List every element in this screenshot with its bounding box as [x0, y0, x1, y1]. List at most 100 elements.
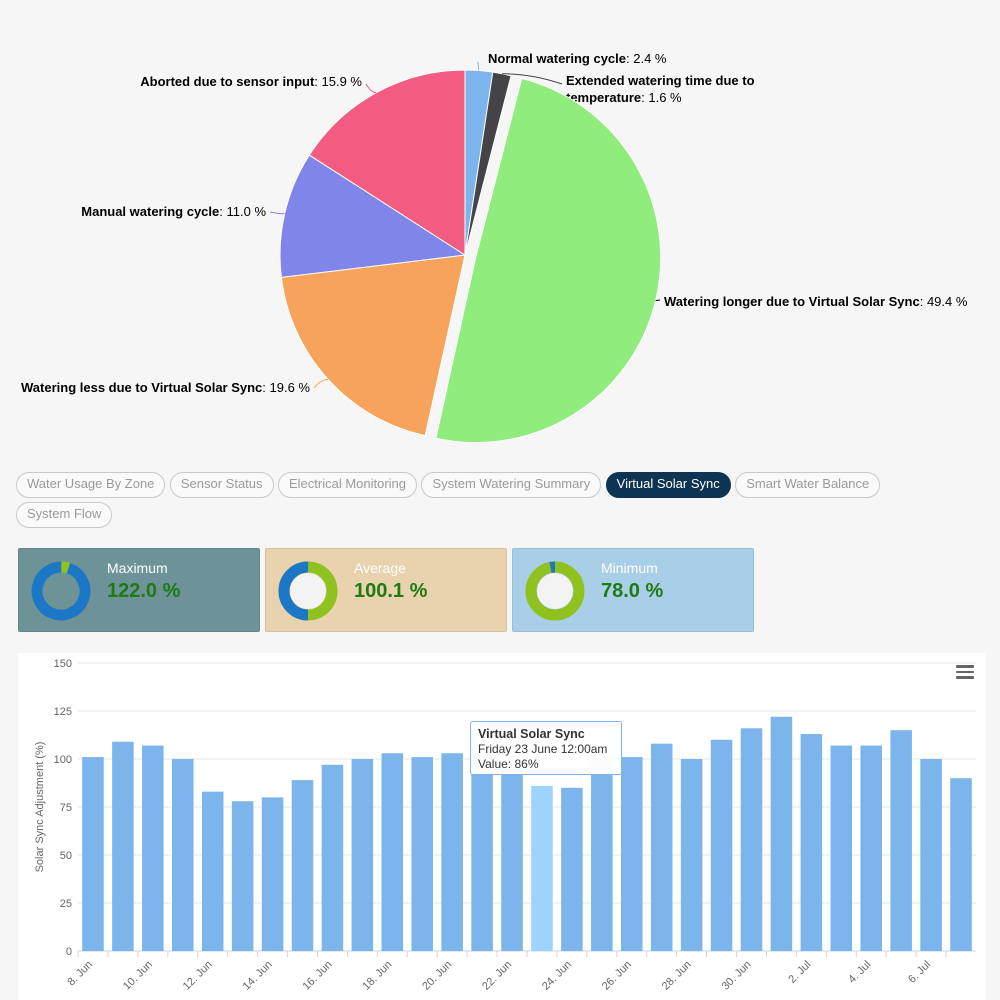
- y-tick-label: 150: [54, 658, 72, 670]
- maximum-donut-chart: [31, 561, 91, 621]
- bar[interactable]: [231, 801, 254, 951]
- bar[interactable]: [351, 759, 374, 951]
- pie-data-label: Manual watering cycle: 11.0 %: [81, 204, 266, 219]
- x-tick-label: 22. Jun: [480, 959, 514, 993]
- x-tick-label: 8. Jun: [65, 959, 95, 989]
- tab-sensor-status[interactable]: Sensor Status: [169, 472, 274, 498]
- pie-label-connector: [365, 83, 377, 94]
- bar[interactable]: [171, 759, 194, 951]
- tab-water-usage-by-zone[interactable]: Water Usage By Zone: [16, 472, 166, 498]
- y-tick-label: 50: [60, 850, 72, 862]
- pie-data-label: Aborted due to sensor input: 15.9 %: [140, 74, 362, 89]
- average-donut-chart: [278, 561, 338, 621]
- average-label: Average: [354, 560, 406, 576]
- bar[interactable]: [82, 757, 104, 951]
- bar[interactable]: [321, 764, 344, 951]
- donut-hole: [290, 573, 326, 609]
- bar[interactable]: [531, 785, 553, 951]
- hamburger-menu-icon[interactable]: [956, 665, 974, 679]
- chart-tooltip: Virtual Solar Sync Friday 23 June 12:00a…: [470, 721, 622, 775]
- tooltip-date: Friday 23 June 12:00am: [478, 742, 608, 756]
- bar[interactable]: [142, 745, 164, 951]
- pie-data-label: Watering less due to Virtual Solar Sync:…: [21, 380, 310, 395]
- pie-data-label: Normal watering cycle: 2.4 %: [488, 51, 667, 66]
- pie-slice[interactable]: [280, 254, 466, 437]
- bar[interactable]: [201, 791, 224, 951]
- pie-svg: Normal watering cycle: 2.4 % Extended wat…: [21, 51, 968, 443]
- x-tick-label: 30. Jun: [720, 959, 754, 993]
- pie-label-connector: [501, 73, 563, 85]
- y-tick-label: 25: [60, 898, 72, 910]
- x-tick-label: 2. Jul: [786, 959, 813, 986]
- maximum-card: Maximum 122.0 %: [18, 548, 260, 632]
- bar[interactable]: [261, 797, 284, 951]
- x-tick-label: 16. Jun: [301, 959, 335, 993]
- solar-sync-bar-chart: 0 25 50 75 100 125 150 8. Jun 10. Jun 12. Jun 14. …: [34, 658, 976, 993]
- tab-electrical-monitoring[interactable]: Electrical Monitoring: [277, 472, 418, 498]
- minimum-card: Minimum 78.0 %: [512, 548, 754, 632]
- x-tick-label: 12. Jun: [181, 959, 215, 993]
- tooltip-series: Virtual Solar Sync: [478, 727, 585, 741]
- bar[interactable]: [650, 743, 673, 951]
- donut-hole: [537, 573, 573, 609]
- pie-label-connector: [313, 378, 329, 389]
- bar[interactable]: [740, 728, 763, 951]
- tab-system-watering-summary[interactable]: System Watering Summary: [421, 472, 602, 498]
- bar[interactable]: [471, 759, 493, 951]
- bar[interactable]: [920, 759, 942, 951]
- bar[interactable]: [830, 745, 853, 951]
- bar[interactable]: [591, 759, 613, 951]
- report-tabs: Water Usage By Zone Sensor Status Electr…: [16, 472, 916, 532]
- maximum-label: Maximum: [107, 560, 168, 576]
- average-card: Average 100.1 %: [265, 548, 507, 632]
- x-tick-label: 4. Jul: [846, 959, 873, 986]
- bar[interactable]: [680, 759, 703, 951]
- minimum-label: Minimum: [601, 560, 658, 576]
- bar[interactable]: [561, 787, 583, 951]
- tab-system-flow[interactable]: System Flow: [16, 502, 113, 528]
- pie-label-connector: [655, 299, 661, 302]
- bar[interactable]: [501, 768, 523, 951]
- donut-fill: [278, 561, 338, 621]
- x-tick-label: 28. Jun: [660, 959, 694, 993]
- pie-label-connector: [269, 211, 285, 215]
- x-tick-label: 26. Jun: [600, 959, 634, 993]
- x-tick-label: 24. Jun: [540, 959, 574, 993]
- watering-summary-pie-chart: Normal watering cycle: 2.4 % Extended wat…: [0, 0, 1000, 460]
- bar[interactable]: [112, 741, 134, 951]
- bar[interactable]: [441, 753, 463, 951]
- bar[interactable]: [950, 778, 972, 951]
- bar[interactable]: [890, 730, 912, 951]
- tab-virtual-solar-sync[interactable]: Virtual Solar Sync: [605, 472, 731, 498]
- pie-slice[interactable]: [308, 69, 466, 256]
- solar-sync-bar-chart-panel: 0 25 50 75 100 125 150 8. Jun 10. Jun 12. Jun 14. …: [18, 653, 986, 1000]
- y-tick-label: 0: [66, 946, 72, 958]
- bar[interactable]: [411, 757, 434, 951]
- bar[interactable]: [381, 753, 404, 951]
- bar[interactable]: [860, 745, 883, 951]
- minimum-value: 78.0 %: [601, 580, 664, 602]
- maximum-value: 122.0 %: [107, 580, 181, 602]
- pie-data-label: Extended watering time due to temperature…: [566, 73, 755, 105]
- average-value: 100.1 %: [354, 580, 428, 602]
- bar[interactable]: [620, 757, 643, 951]
- tab-smart-water-balance[interactable]: Smart Water Balance: [735, 472, 881, 498]
- y-tick-label: 125: [54, 706, 72, 718]
- bar[interactable]: [800, 734, 823, 951]
- y-tick-label: 75: [60, 802, 72, 814]
- x-tick-label: 14. Jun: [241, 959, 275, 993]
- donut-track: [525, 561, 585, 621]
- x-tick-label: 18. Jun: [360, 959, 394, 993]
- pie-data-label: Watering longer due to Virtual Solar Syn…: [664, 294, 968, 309]
- y-axis-title: Solar Sync Adjustment (%): [34, 742, 46, 873]
- minimum-donut-chart: [525, 561, 585, 621]
- pie-label-connector: [477, 61, 480, 72]
- tooltip-value: Value: 86%: [478, 757, 539, 771]
- pie-slice[interactable]: [435, 77, 662, 443]
- bar[interactable]: [710, 739, 733, 951]
- donut-hole: [43, 573, 79, 609]
- bar[interactable]: [291, 780, 314, 951]
- x-tick-label: 6. Jul: [906, 959, 933, 986]
- bar[interactable]: [770, 716, 793, 951]
- x-tick-label: 20. Jun: [420, 959, 454, 993]
